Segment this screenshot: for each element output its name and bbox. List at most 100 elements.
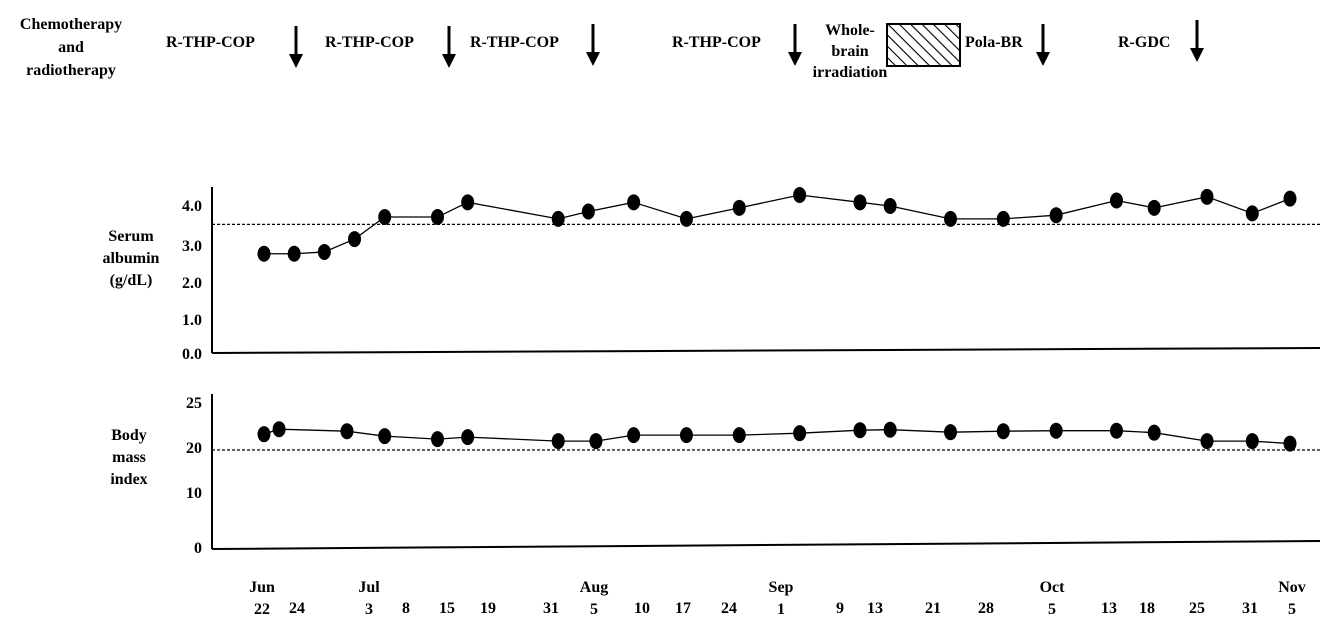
x-day-label: 25 [1189, 600, 1205, 617]
x-day-label: 24 [289, 600, 305, 617]
x-month-label: Jul [358, 579, 380, 596]
irradiation-label-line: irradiation [812, 64, 888, 81]
data-point [1200, 433, 1214, 450]
data-point [589, 433, 603, 450]
treatment-row-label: Chemotherapy and radiotherapy [4, 13, 138, 82]
x-day-label: 9 [836, 600, 844, 617]
data-point [732, 199, 746, 216]
y-label-line: mass [112, 449, 146, 466]
regimen-label: R-GDC [1118, 34, 1171, 51]
x-day-label: 24 [721, 600, 737, 617]
data-point [551, 210, 565, 227]
x-day-label: 18 [1139, 600, 1155, 617]
data-point [944, 210, 958, 227]
x-month-label: Oct [1039, 579, 1065, 596]
data-point [627, 427, 641, 444]
regimen-label: R-THP-COP [166, 34, 255, 51]
arrow-down-icon [1190, 20, 1204, 62]
data-point [461, 429, 475, 446]
x-day-label: 31 [543, 600, 559, 617]
arrow-down-icon [586, 24, 600, 66]
albumin-y-tick: 0.0 [182, 346, 202, 363]
x-day-label: 5 [1288, 601, 1296, 618]
data-point [1245, 433, 1259, 450]
data-point [317, 243, 331, 260]
regimen-label: Pola-BR [965, 34, 1023, 51]
irradiation-label-line: brain [831, 43, 869, 60]
data-point [257, 426, 271, 443]
data-point [431, 209, 445, 226]
data-point [732, 427, 746, 444]
data-point [378, 428, 392, 445]
irradiation-label: Whole- brain irradiation [800, 20, 900, 83]
x-day-label: 13 [867, 600, 883, 617]
x-month-label: Nov [1278, 579, 1306, 596]
data-point [853, 422, 867, 439]
data-point [679, 427, 693, 444]
data-point [679, 210, 693, 227]
x-axis [211, 540, 1321, 550]
data-point [1049, 207, 1063, 224]
arrow-down-icon [1036, 24, 1050, 66]
data-point [1049, 422, 1063, 439]
data-point [996, 423, 1010, 440]
x-month-label: Jun [249, 579, 275, 596]
bmi-y-tick: 20 [186, 440, 202, 457]
data-point [1147, 199, 1161, 216]
row-label-line: and [58, 39, 84, 56]
x-day-label: 1 [777, 601, 785, 618]
data-point [348, 231, 362, 248]
x-day-label: 10 [634, 600, 650, 617]
x-day-label: 31 [1242, 600, 1258, 617]
y-label-line: albumin [102, 250, 160, 267]
bmi-y-tick: 25 [186, 395, 202, 412]
data-point [340, 423, 354, 440]
x-month-label: Aug [579, 579, 609, 596]
y-label-line: index [110, 471, 148, 488]
data-point [1283, 435, 1297, 452]
row-label-line: radiotherapy [26, 62, 116, 79]
row-label-line: Chemotherapy [19, 16, 123, 33]
x-day-label: 13 [1101, 600, 1117, 617]
data-point [793, 425, 807, 442]
bmi-y-tick: 10 [186, 485, 202, 502]
data-point [883, 198, 897, 214]
albumin-y-tick: 1.0 [182, 312, 202, 329]
data-point [272, 421, 286, 438]
x-month-label: Sep [768, 579, 794, 596]
data-point [581, 203, 595, 220]
data-point [461, 194, 475, 211]
albumin-series [257, 186, 1297, 262]
data-point [944, 424, 958, 441]
bmi-series [257, 421, 1297, 452]
albumin-y-tick: 4.0 [182, 198, 202, 215]
data-point [1245, 205, 1259, 222]
regimen-label: R-THP-COP [325, 34, 414, 51]
data-point [996, 210, 1010, 227]
series-line [263, 428, 1291, 445]
x-day-label: 21 [925, 600, 941, 617]
x-day-label: 5 [1048, 601, 1056, 618]
x-day-label: 15 [439, 600, 455, 617]
albumin-y-tick: 3.0 [182, 238, 202, 255]
data-point [431, 431, 445, 448]
x-day-label: 28 [978, 600, 994, 617]
x-day-label: 8 [402, 600, 410, 617]
albumin-y-tick: 2.0 [182, 275, 202, 292]
data-point [551, 433, 565, 450]
arrow-down-icon [289, 26, 303, 68]
data-point [1283, 190, 1297, 207]
data-point [1200, 188, 1214, 205]
bmi-axis-label: Body mass index [94, 425, 164, 491]
bmi-y-tick: 0 [194, 540, 202, 557]
irradiation-hatched-box [886, 23, 961, 67]
x-axis [211, 347, 1321, 354]
data-point [287, 245, 301, 262]
x-day-label: 3 [365, 601, 373, 618]
arrow-down-icon [788, 24, 802, 66]
irradiation-label-line: Whole- [825, 22, 875, 39]
regimen-label: R-THP-COP [672, 34, 761, 51]
x-day-label: 19 [480, 600, 496, 617]
